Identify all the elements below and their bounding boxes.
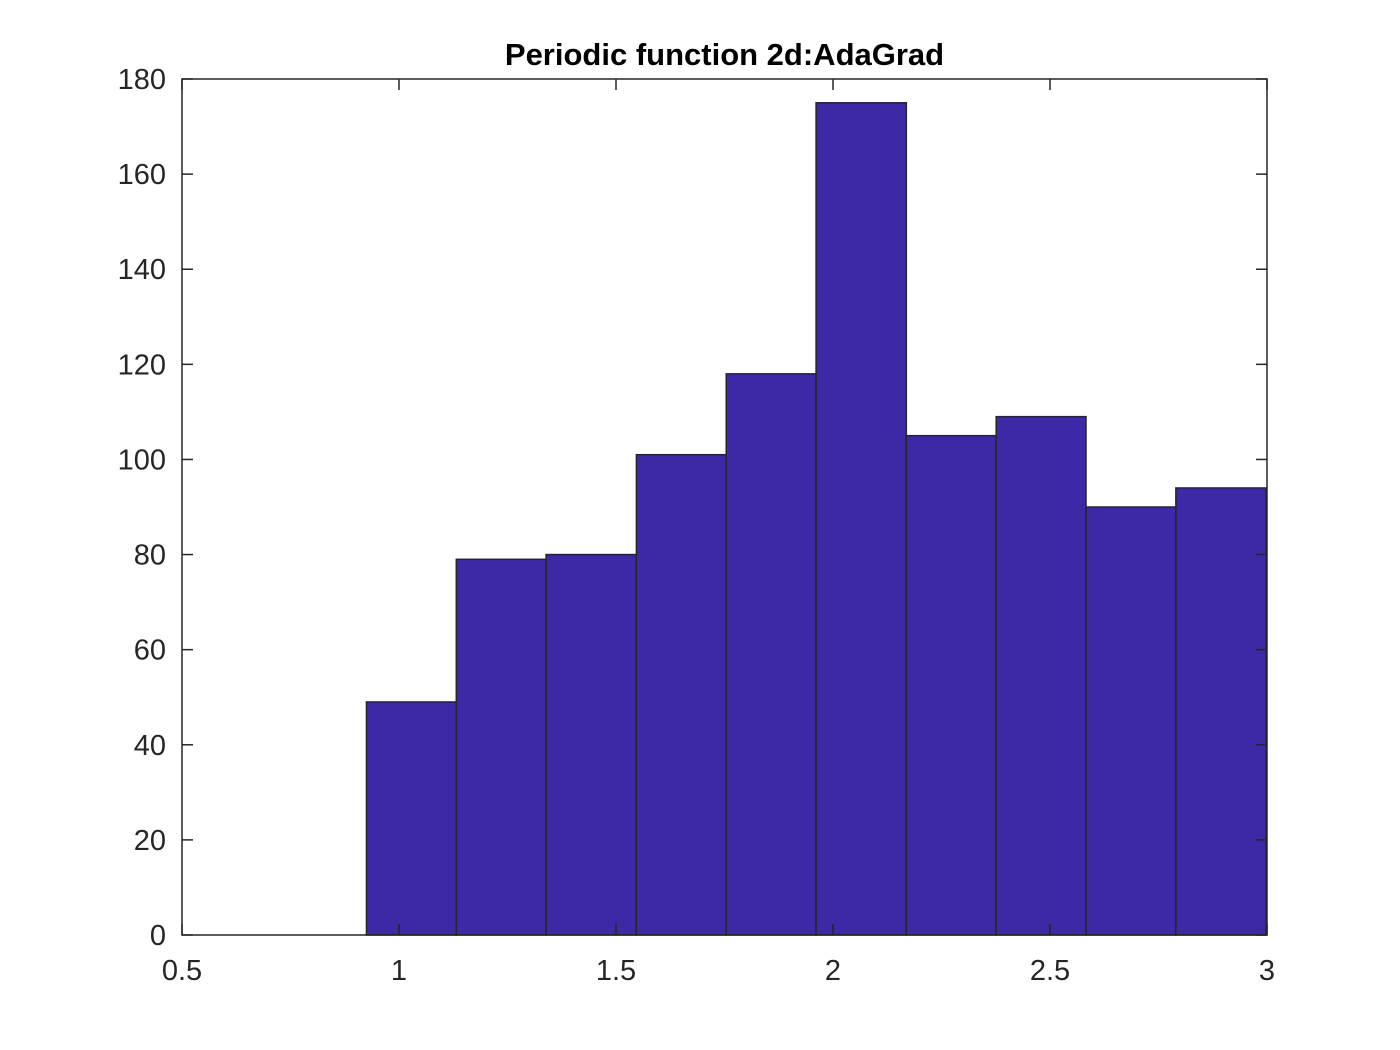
ticks-layer [181, 78, 1268, 936]
histogram-bar [1175, 487, 1267, 936]
histogram-bar [725, 373, 817, 936]
x-tick-label: 0.5 [162, 955, 202, 987]
y-tick-label: 20 [134, 825, 166, 857]
x-tick-label: 1.5 [596, 955, 636, 987]
y-tick-label: 160 [118, 159, 166, 191]
y-tick-label: 100 [118, 444, 166, 476]
histogram-bar [365, 701, 458, 936]
histogram-bar [635, 453, 727, 936]
y-tick-labels: 0 20 40 60 80 100 120 140 160 180 [118, 64, 166, 952]
x-tick-label: 3 [1259, 955, 1275, 987]
chart-title: Periodic function 2d:AdaGrad [505, 37, 944, 72]
bars-layer [365, 102, 1267, 936]
y-tick-label: 120 [118, 349, 166, 381]
y-tick-label: 180 [118, 64, 166, 96]
y-tick-label: 80 [134, 540, 166, 572]
histogram-bar [905, 434, 997, 936]
y-tick-label: 0 [150, 920, 166, 952]
y-tick-label: 40 [134, 730, 166, 762]
y-tick-label: 140 [118, 254, 166, 286]
histogram-bar [1085, 506, 1177, 936]
x-tick-label: 2 [825, 955, 841, 987]
x-tick-labels: 0.5 1 1.5 2 2.5 3 [162, 955, 1275, 987]
histogram-bar [455, 558, 547, 936]
histogram-bar [815, 102, 908, 936]
histogram-bar [995, 415, 1087, 936]
axes-box [181, 78, 1268, 936]
x-tick-label: 2.5 [1030, 955, 1070, 987]
x-tick-label: 1 [391, 955, 407, 987]
y-tick-label: 60 [134, 635, 166, 667]
histogram-bar [545, 553, 638, 936]
